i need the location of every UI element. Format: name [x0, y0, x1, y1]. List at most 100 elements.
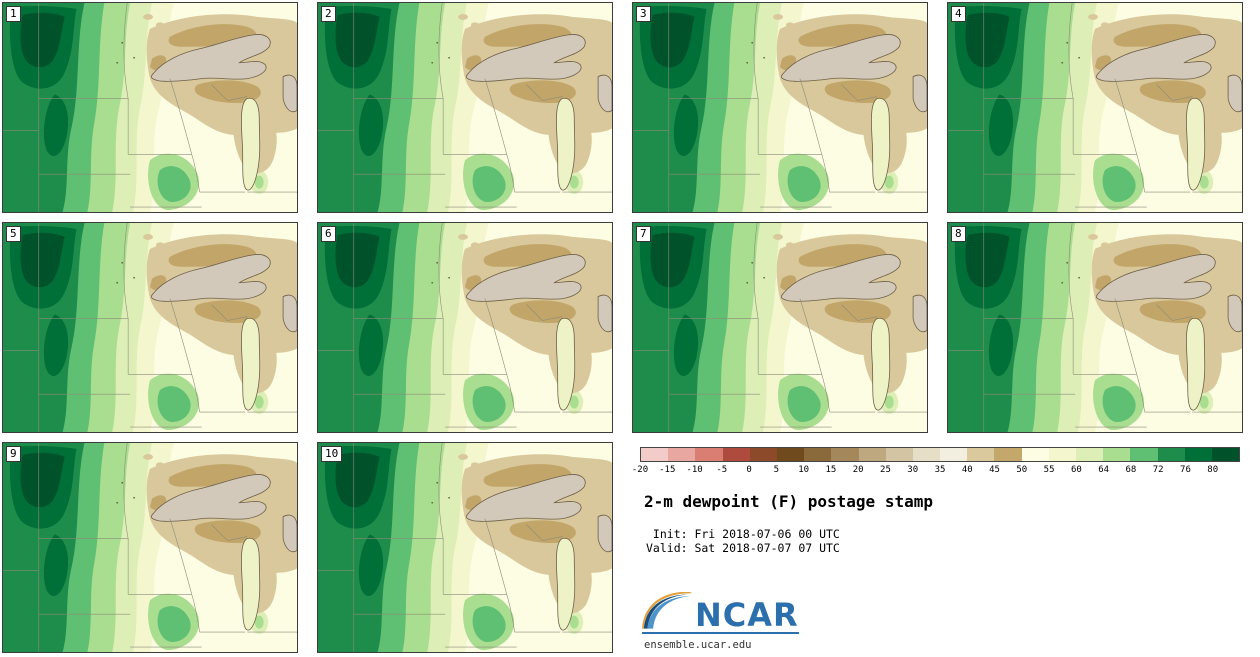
lake-huron: [282, 514, 297, 553]
map-panel: 2: [317, 2, 613, 213]
panel-number: 3: [636, 6, 651, 22]
panel-number: 7: [636, 226, 651, 242]
map-panel: 6: [317, 222, 613, 433]
lake-superior: [780, 34, 901, 82]
map-panel: 1: [2, 2, 298, 213]
colorbar-segment: [1130, 448, 1158, 461]
lake-huron: [282, 74, 297, 113]
colorbar-segment: [858, 448, 886, 461]
colorbar-tick-label: 25: [880, 465, 891, 475]
state-borders: [948, 223, 1242, 432]
colorbar-segment: [776, 448, 805, 461]
dewpoint-map: [948, 3, 1242, 212]
lake-huron: [912, 294, 927, 333]
colorbar-segment: [804, 448, 832, 461]
colorbar-segment: [722, 448, 750, 461]
map-panel: 9: [2, 442, 298, 653]
dewpoint-map: [3, 223, 297, 432]
lake-huron: [597, 74, 612, 113]
panel-number: 10: [321, 446, 343, 462]
colorbar-tick-label: 15: [825, 465, 837, 475]
colorbar-tick-label: -5: [716, 465, 728, 475]
lakes: [431, 34, 612, 191]
lake-superior: [465, 254, 586, 302]
ncar-logo: NCAR: [642, 592, 799, 634]
colorbar-segment: [1157, 448, 1185, 461]
lake-superior: [1095, 34, 1216, 82]
lake-michigan: [871, 97, 891, 191]
lakes: [1061, 254, 1242, 411]
lake-michigan: [1186, 317, 1206, 411]
colorbar-segment: [831, 448, 859, 461]
colorbar-segment: [994, 448, 1022, 461]
map-panel: 8: [947, 222, 1243, 433]
panel-number: 9: [6, 446, 21, 462]
dewpoint-map: [318, 223, 612, 432]
init-time: Init: Fri 2018-07-06 00 UTC: [646, 527, 840, 541]
lake-michigan: [241, 97, 261, 191]
lake-huron: [1227, 294, 1242, 333]
ncar-logo-text: NCAR: [695, 595, 799, 634]
map-panel: 10: [317, 442, 613, 653]
colorbar-tick-label: 55: [1043, 465, 1055, 475]
colorbar-segment: [1211, 448, 1240, 461]
lake-michigan: [556, 537, 576, 631]
dewpoint-shading: [633, 223, 927, 432]
panel-number: 6: [321, 226, 336, 242]
state-borders: [318, 443, 612, 652]
state-borders: [318, 3, 612, 212]
colorbar-tick-label: 10: [798, 465, 810, 475]
lake-huron: [912, 74, 927, 113]
colorbar-segment: [1103, 448, 1131, 461]
dewpoint-map: [948, 223, 1242, 432]
lake-superior: [150, 474, 271, 522]
state-borders: [633, 223, 927, 432]
lakes: [746, 254, 927, 411]
map-panel: 3: [632, 2, 928, 213]
lake-superior: [150, 34, 271, 82]
panel-number: 5: [6, 226, 21, 242]
colorbar-tick-label: 5: [773, 465, 780, 475]
ncar-swoosh-icon: [642, 592, 692, 629]
map-panel: 5: [2, 222, 298, 433]
lakes: [116, 34, 297, 191]
colorbar-tick-label: 80: [1207, 465, 1219, 475]
lake-superior: [465, 474, 586, 522]
colorbar-tick-label: 72: [1152, 465, 1164, 475]
colorbar: [640, 447, 1240, 462]
colorbar-tick-label: 45: [989, 465, 1000, 475]
lake-michigan: [241, 537, 261, 631]
dewpoint-map: [633, 3, 927, 212]
colorbar-tick-label: -20: [631, 465, 649, 475]
colorbar-tick-label: 64: [1098, 465, 1110, 475]
dewpoint-map: [3, 3, 297, 212]
lake-huron: [1227, 74, 1242, 113]
valid-time: Valid: Sat 2018-07-07 07 UTC: [646, 541, 840, 555]
dewpoint-map: [633, 223, 927, 432]
lake-superior: [150, 254, 271, 302]
lakes: [431, 474, 612, 631]
state-borders: [318, 223, 612, 432]
lake-superior: [465, 34, 586, 82]
map-panel: 4: [947, 2, 1243, 213]
lakes: [746, 34, 927, 191]
lakes: [116, 474, 297, 631]
colorbar-segment: [1184, 448, 1212, 461]
site-url: ensemble.ucar.edu: [644, 639, 752, 651]
colorbar-segment: [668, 448, 696, 461]
colorbar-tick-label: 68: [1125, 465, 1137, 475]
lakes: [116, 254, 297, 411]
colorbar-tick-label: -15: [659, 465, 676, 475]
lakes: [1061, 34, 1242, 191]
dewpoint-map: [318, 3, 612, 212]
lake-superior: [780, 254, 901, 302]
colorbar-segment: [940, 448, 968, 461]
colorbar-segment: [1048, 448, 1076, 461]
colorbar-tick-label: 50: [1016, 465, 1028, 475]
lake-michigan: [556, 97, 576, 191]
colorbar-segment: [695, 448, 723, 461]
legend-area: -20 -15 -10 -5 0 5 10 15 20 25 30 35 40 45 50 55 60 64 68 7…: [632, 442, 1243, 653]
lake-michigan: [241, 317, 261, 411]
